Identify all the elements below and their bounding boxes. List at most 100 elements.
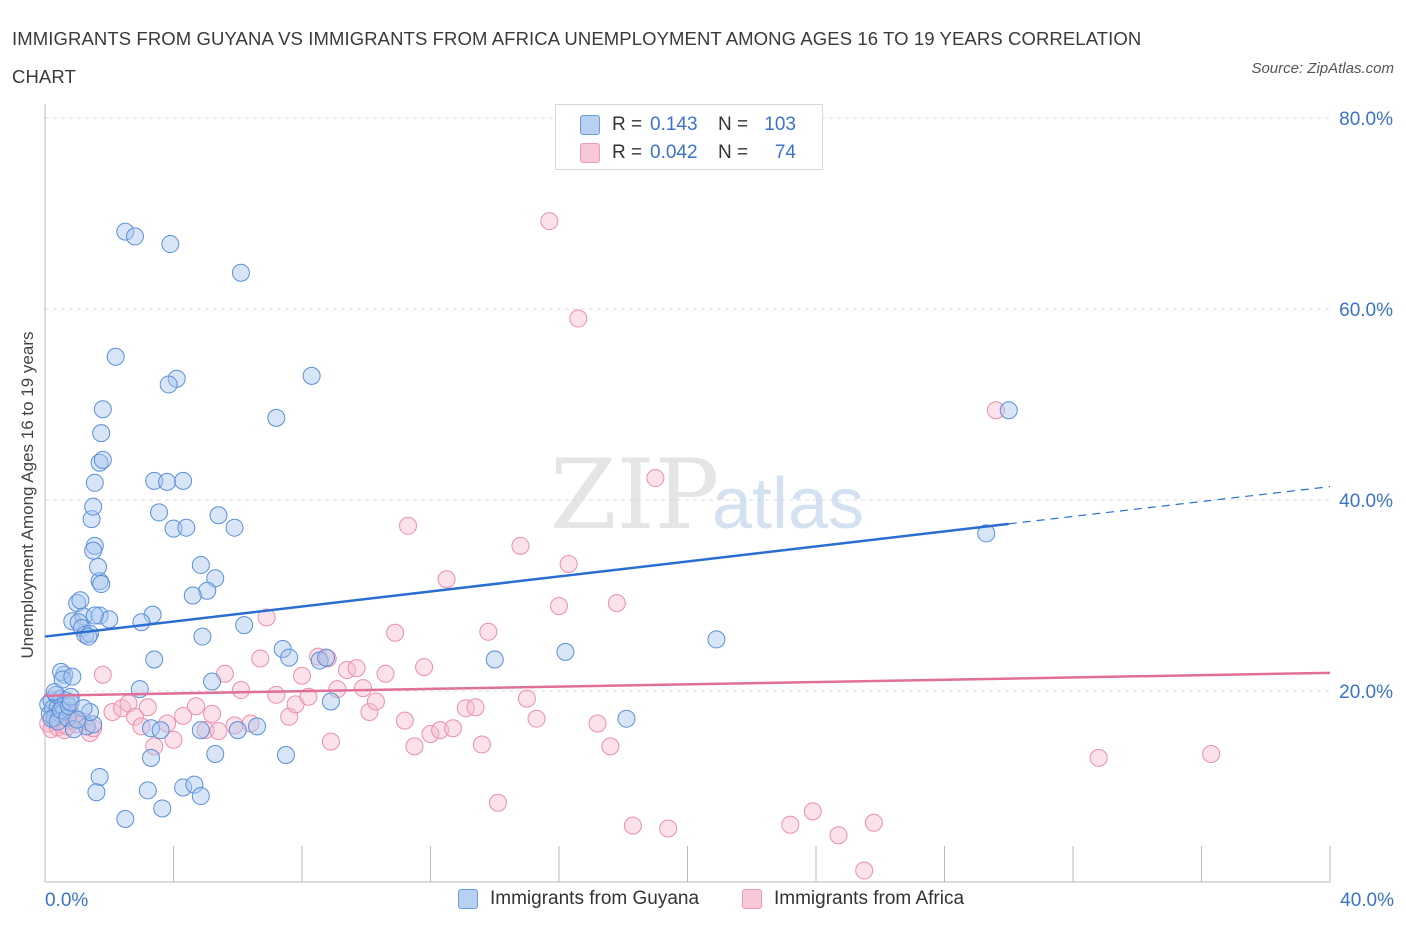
guyana-point [485, 650, 504, 669]
guyana-legend-swatch [458, 889, 478, 909]
africa-point [405, 737, 424, 756]
watermark-atlas: atlas [712, 464, 864, 544]
guyana-point [93, 400, 112, 419]
guyana-point [209, 506, 228, 525]
guyana-point [71, 591, 90, 610]
africa-point [781, 815, 800, 834]
africa-point [601, 737, 620, 756]
guyana-point [248, 717, 267, 736]
africa-point [479, 622, 498, 641]
guyana-point [174, 471, 193, 490]
guyana-point [92, 424, 111, 443]
africa-point [527, 709, 546, 728]
africa-point [488, 793, 507, 812]
africa-point [103, 703, 122, 722]
guyana-point [164, 519, 183, 538]
guyana-point [63, 667, 82, 686]
guyana-point [52, 662, 71, 681]
guyana-point [116, 222, 135, 241]
watermark: ZIP atlas [550, 439, 864, 551]
guyana-point [132, 613, 151, 632]
guyana-point [85, 473, 104, 492]
chart-source: Source: ZipAtlas.com [1251, 60, 1394, 77]
africa-point [511, 536, 530, 555]
guyana-point [280, 648, 299, 667]
guyana-point [191, 555, 210, 574]
guyana-point [707, 630, 726, 649]
africa-point [267, 685, 286, 704]
guyana-point [90, 453, 109, 472]
guyana-swatch [580, 115, 600, 135]
guyana-point [125, 227, 144, 246]
guyana-point [87, 783, 106, 802]
guyana-point [193, 627, 212, 646]
guyana-point [93, 450, 112, 469]
africa-point [803, 802, 822, 821]
guyana-point [617, 709, 636, 728]
africa-point [209, 722, 228, 741]
x-tick-left: 0.0% [45, 890, 89, 911]
guyana-point [231, 263, 250, 282]
legend-row-africa: R = 0.042 N = 74 [580, 139, 796, 167]
legend-n-value: 103 [764, 114, 796, 135]
trend-lines [44, 486, 1331, 698]
africa-point [174, 706, 193, 725]
africa-point [251, 649, 270, 668]
africa-point [321, 732, 340, 751]
axes [44, 104, 1331, 883]
guyana-point [145, 650, 164, 669]
guyana-point [84, 497, 103, 516]
africa-point [231, 681, 250, 700]
guyana-point [203, 672, 222, 691]
africa-point [293, 666, 311, 685]
africa-point [399, 516, 418, 535]
africa-point [456, 699, 475, 718]
guyana-point [90, 572, 109, 591]
africa-point [623, 816, 642, 835]
chart-title: IMMIGRANTS FROM GUYANA VS IMMIGRANTS FRO… [12, 28, 1142, 87]
legend-item-africa[interactable]: Immigrants from Africa [742, 888, 964, 910]
legend-r-value: 0.143 [650, 114, 698, 135]
africa-point [559, 554, 578, 573]
guyana-point [142, 748, 161, 767]
africa-point [550, 597, 568, 616]
africa-point [113, 699, 132, 718]
africa-point [360, 703, 379, 722]
africa-point [466, 698, 485, 717]
africa-point [354, 679, 373, 698]
guyana-point [198, 581, 217, 600]
africa-point [437, 570, 456, 589]
guyana-point [151, 721, 170, 740]
africa-point [517, 689, 536, 708]
guyana-point [85, 606, 104, 625]
guyana-point [80, 624, 99, 643]
legend-r-value: 0.042 [650, 142, 698, 163]
guyana-point [302, 366, 321, 385]
legend-n-label: N = [718, 114, 749, 135]
africa-point [472, 735, 491, 754]
africa-point [415, 658, 434, 677]
africa-point [347, 659, 366, 678]
africa-point [386, 623, 405, 642]
guyana-point [145, 471, 164, 490]
africa-point [186, 697, 205, 716]
africa-point [986, 401, 1005, 420]
africa-legend-swatch [742, 889, 762, 909]
guyana-point [161, 235, 180, 254]
africa-point [569, 309, 588, 328]
africa-point [540, 212, 559, 231]
guyana-point [150, 503, 169, 522]
legend-n-label: N = [718, 142, 749, 163]
guyana-point [106, 347, 125, 366]
africa-point [659, 819, 678, 838]
africa-point [588, 714, 607, 733]
guyana-point [64, 720, 83, 739]
legend-n-value: 74 [774, 142, 796, 163]
correlation-legend: R = 0.143 N = 103 R = 0.042 N = 74 [555, 104, 823, 170]
guyana-point [90, 606, 109, 625]
x-tick-right: 40.0% [1340, 890, 1394, 911]
africa-point [145, 737, 164, 756]
africa-point [607, 594, 626, 613]
legend-item-guyana[interactable]: Immigrants from Guyana [458, 888, 699, 910]
guyana-point [183, 586, 202, 605]
